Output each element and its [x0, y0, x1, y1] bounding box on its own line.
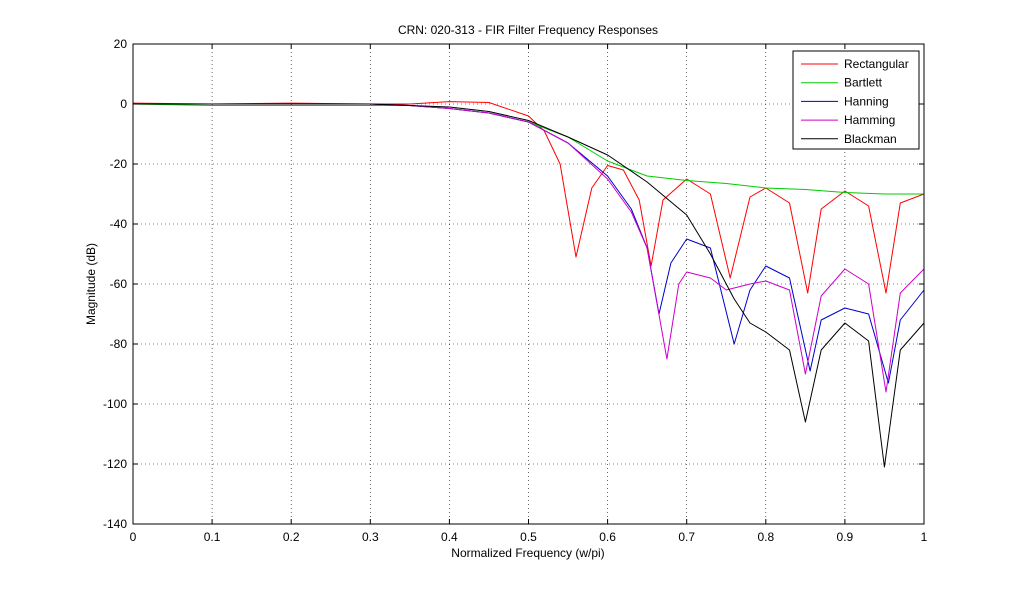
chart-title: CRN: 020-313 - FIR Filter Frequency Resp…: [398, 23, 658, 37]
series-line-blackman: [133, 103, 925, 468]
axis-ticks: 0 0.1 0.2 0.3 0.4 0.5 0.6 0.7 0.8 0.9 1 20 0 -20 -40 -6…: [103, 37, 928, 544]
legend-label: Blackman: [844, 132, 897, 146]
x-tick-label: 0: [130, 530, 137, 544]
x-axis-label: Normalized Frequency (w/pi): [451, 546, 604, 560]
x-tick-label: 0.6: [599, 530, 616, 544]
grid-lines: [133, 44, 924, 524]
legend-label: Rectangular: [844, 57, 909, 71]
y-tick-label: 0: [120, 97, 127, 111]
series-line-rectangular: [132, 101, 925, 294]
x-tick-label: 0.2: [283, 530, 300, 544]
legend-label: Hanning: [844, 94, 889, 108]
y-tick-label: -100: [103, 397, 127, 411]
series-lines: [132, 101, 925, 468]
y-tick-label: 20: [114, 37, 128, 51]
legend-label: Bartlett: [844, 76, 883, 90]
x-tick-label: 0.8: [757, 530, 774, 544]
y-tick-label: -20: [110, 157, 128, 171]
y-tick-label: -40: [110, 217, 128, 231]
x-tick-label: 0.4: [441, 530, 458, 544]
x-tick-label: 1: [921, 530, 928, 544]
series-line-bartlett: [132, 103, 924, 195]
y-tick-label: -120: [103, 457, 127, 471]
y-tick-label: -60: [110, 277, 128, 291]
x-tick-label: 0.7: [678, 530, 695, 544]
x-tick-label: 0.3: [362, 530, 379, 544]
legend-box: [792, 50, 920, 150]
y-tick-label: -140: [103, 517, 127, 531]
x-tick-label: 0.5: [520, 530, 537, 544]
x-tick-label: 0.1: [204, 530, 221, 544]
x-tick-label: 0.9: [837, 530, 854, 544]
series-line-hamming: [133, 103, 925, 393]
legend-label: Hamming: [844, 113, 895, 127]
legend: Rectangular Bartlett Hanning Hamming Blackma…: [792, 50, 920, 150]
y-tick-label: -80: [110, 337, 128, 351]
y-axis-label: Magnitude (dB): [84, 243, 98, 325]
